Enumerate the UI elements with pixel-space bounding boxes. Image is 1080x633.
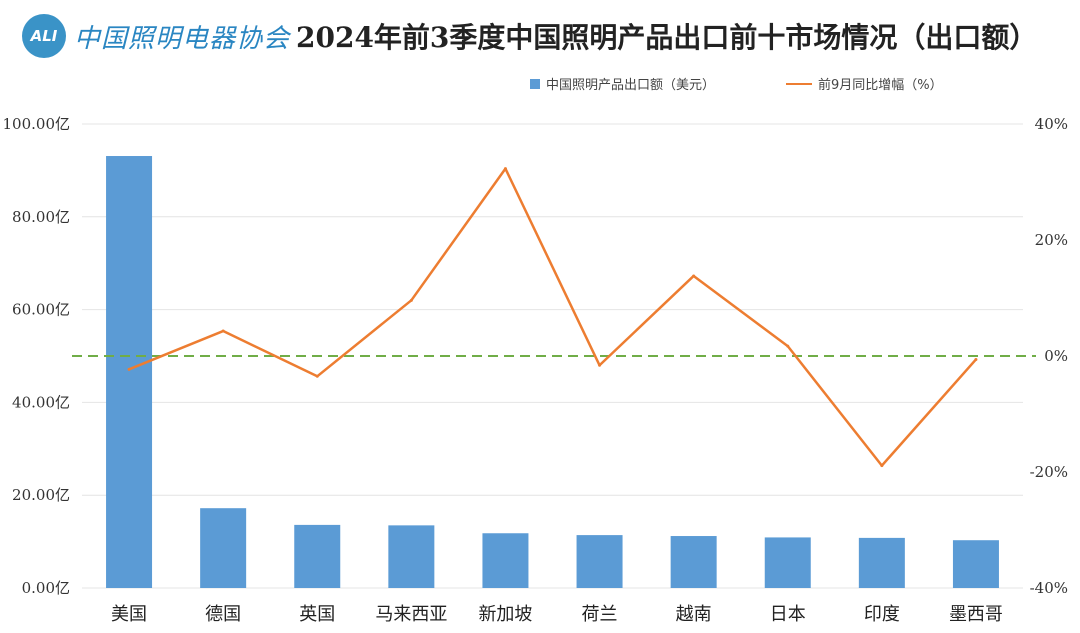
legend-bar-label: 中国照明产品出口额（美元）	[546, 78, 716, 93]
growth-point	[692, 274, 696, 278]
left-tick-label: 100.00亿	[3, 115, 71, 133]
category-label: 墨西哥	[949, 604, 1003, 625]
bar	[106, 156, 153, 589]
left-tick-label: 20.00亿	[12, 486, 70, 504]
category-label: 美国	[111, 604, 147, 625]
growth-point	[409, 298, 413, 302]
growth-point	[127, 367, 131, 371]
logo: ALI 中国照明电器协会	[22, 14, 290, 58]
growth-point	[880, 464, 884, 468]
logo-badge: ALI	[22, 14, 66, 58]
bar	[294, 524, 341, 588]
category-label: 英国	[299, 604, 335, 625]
left-tick-label: 0.00亿	[22, 579, 70, 597]
left-tick-label: 80.00亿	[12, 208, 70, 226]
bar	[670, 536, 717, 588]
bar	[482, 533, 529, 588]
left-tick-label: 60.00亿	[12, 301, 70, 319]
category-label: 日本	[770, 604, 806, 625]
right-tick-label: 20%	[1035, 231, 1068, 249]
growth-point	[221, 329, 225, 333]
growth-point	[598, 363, 602, 367]
growth-point	[503, 167, 507, 171]
legend-item-line: 前9月同比增幅（%）	[786, 74, 943, 93]
bar	[952, 540, 999, 588]
bar	[576, 535, 623, 588]
chart-title: 2024年前3季度中国照明产品出口前十市场情况（出口额）	[296, 21, 1038, 54]
legend-line-swatch	[786, 82, 812, 85]
category-label: 新加坡	[478, 604, 532, 625]
category-label: 荷兰	[582, 604, 618, 625]
left-tick-label: 40.00亿	[12, 393, 70, 411]
category-label: 马来西亚	[375, 604, 447, 625]
growth-point	[786, 344, 790, 348]
legend-line-label: 前9月同比增幅（%）	[818, 78, 943, 93]
logo-text: 中国照明电器协会	[74, 23, 291, 54]
bar	[388, 525, 435, 588]
right-tick-label: -40%	[1030, 579, 1068, 597]
right-tick-label: -20%	[1030, 463, 1068, 481]
right-tick-label: 40%	[1035, 115, 1068, 133]
category-label: 越南	[676, 604, 712, 625]
category-label: 德国	[205, 604, 241, 625]
right-tick-label: 0%	[1044, 347, 1068, 365]
growth-point	[315, 374, 319, 378]
bar	[200, 508, 247, 588]
bar	[764, 537, 811, 588]
legend-bar-swatch	[530, 78, 540, 89]
growth-line	[128, 167, 977, 467]
growth-point	[974, 357, 978, 361]
category-label: 印度	[864, 604, 900, 625]
legend-item-bar: 中国照明产品出口额（美元）	[530, 74, 715, 93]
bar	[858, 537, 905, 588]
